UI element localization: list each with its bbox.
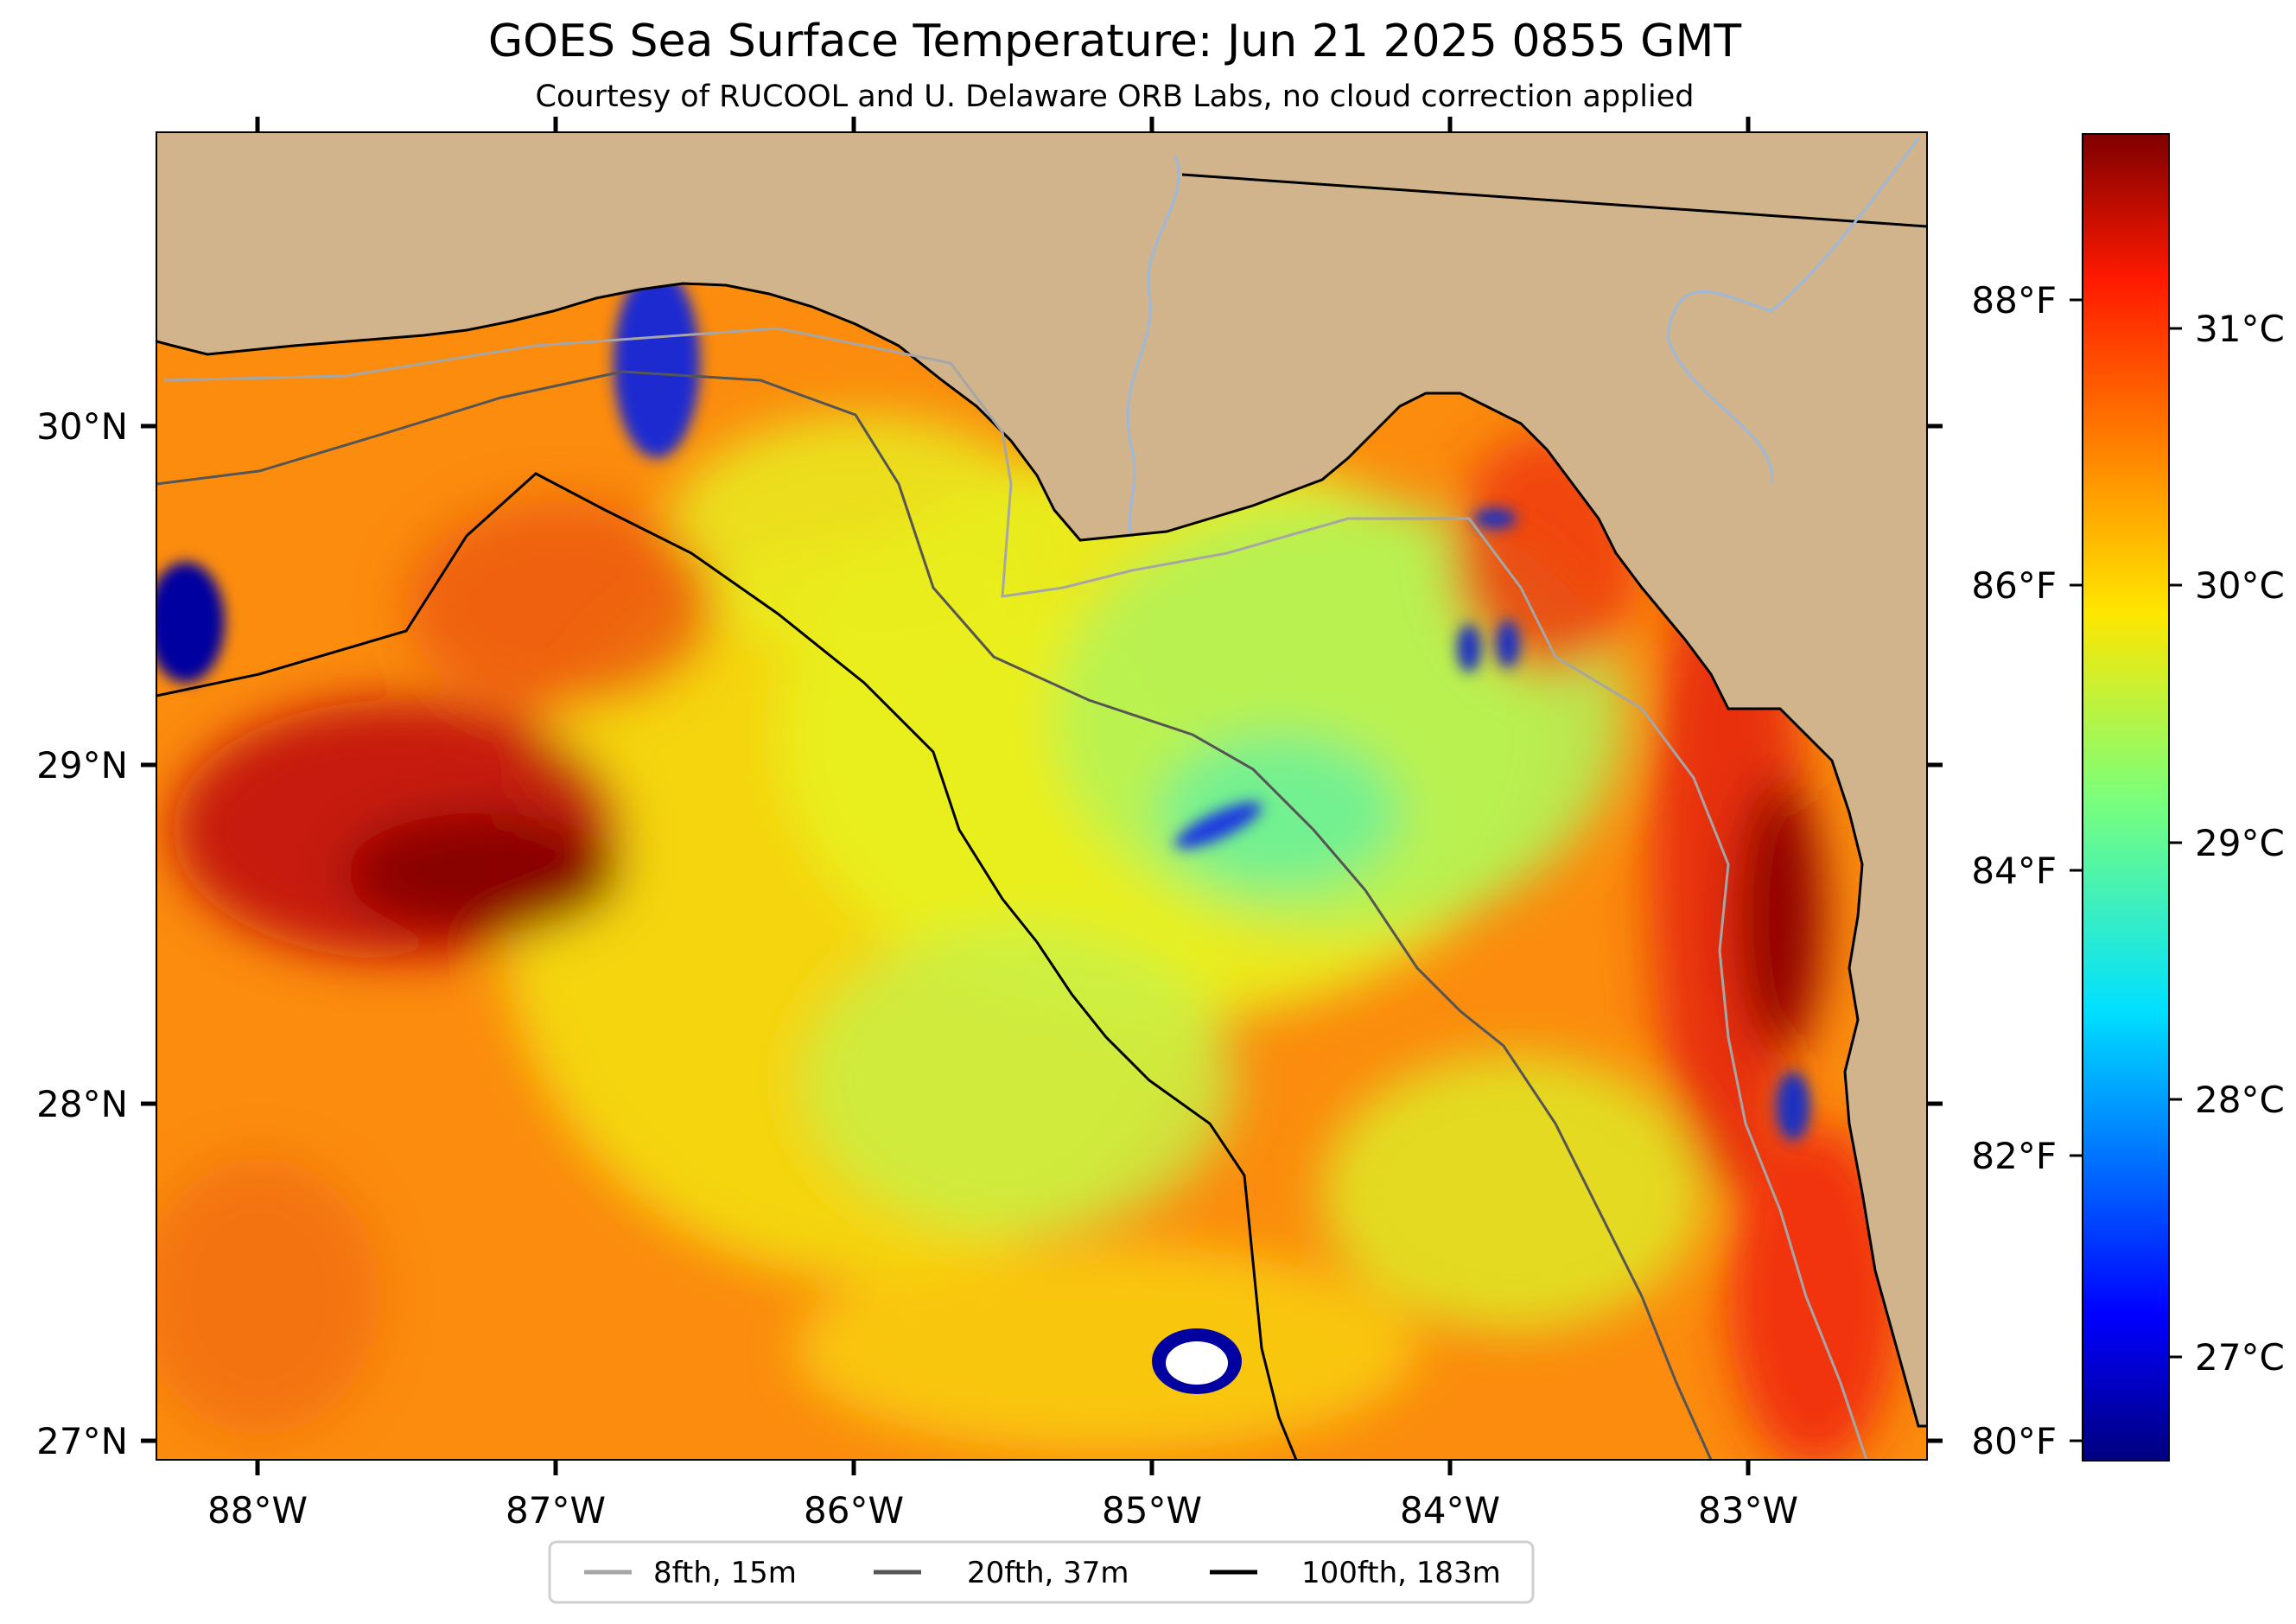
colorbar-f-tick-88: 88°F [1971, 279, 2057, 322]
state-border [1181, 173, 1927, 228]
lon-label-87w: 87°W [506, 1489, 606, 1532]
colorbar-c-tick-28: 28°C [2195, 1079, 2285, 1121]
map-ticks [141, 117, 1943, 1475]
colorbar-c-tick-29: 29°C [2195, 822, 2285, 864]
legend-label-8fth: 8fth, 15m [653, 1556, 797, 1590]
colorbar-f-tick-82: 82°F [1971, 1135, 2057, 1177]
no-data-hole [1166, 1341, 1228, 1385]
lon-label-86w: 86°W [804, 1489, 904, 1532]
lat-label-27n: 27°N [36, 1420, 128, 1462]
colorbar: 31°C 30°C 29°C 28°C 27°C 88°F 86°F 84°F … [1971, 133, 2285, 1462]
lon-label-83w: 83°W [1698, 1489, 1798, 1532]
colorbar-c-tick-31: 31°C [2195, 308, 2285, 350]
lat-label-29n: 29°N [36, 744, 128, 787]
isobath-20fth [156, 370, 1713, 1460]
map-subtitle: Courtesy of RUCOOL and U. Delaware ORB L… [535, 80, 1695, 114]
legend: 8fth, 15m 20fth, 37m 100fth, 183m [548, 1540, 1535, 1604]
land-mass [156, 132, 1927, 1426]
isobath-8fth [163, 327, 1868, 1460]
sst-map [156, 132, 1927, 1460]
colorbar-f-tick-84: 84°F [1971, 850, 2057, 892]
lon-label-88w: 88°W [207, 1489, 308, 1532]
map-frame [156, 131, 1928, 1461]
lat-label-30n: 30°N [36, 405, 128, 448]
legend-label-100fth: 100fth, 183m [1301, 1556, 1501, 1590]
lat-label-28n: 28°N [36, 1083, 128, 1125]
map-title: GOES Sea Surface Temperature: Jun 21 202… [487, 16, 1742, 67]
lon-label-84w: 84°W [1400, 1489, 1500, 1532]
colorbar-c-tick-27: 27°C [2195, 1336, 2285, 1379]
lon-label-85w: 85°W [1102, 1489, 1202, 1532]
colorbar-gradient [2082, 133, 2170, 1462]
cool-patches [156, 268, 1810, 1141]
isobath-100fth [156, 472, 1298, 1460]
rivers [1126, 137, 1920, 537]
colorbar-f-tick-80: 80°F [1971, 1420, 2057, 1462]
legend-box [548, 1540, 1535, 1604]
colorbar-c-tick-30: 30°C [2195, 564, 2285, 607]
coastline [156, 282, 1927, 1428]
colorbar-f-tick-86: 86°F [1971, 564, 2057, 607]
legend-label-20fth: 20fth, 37m [967, 1556, 1129, 1590]
